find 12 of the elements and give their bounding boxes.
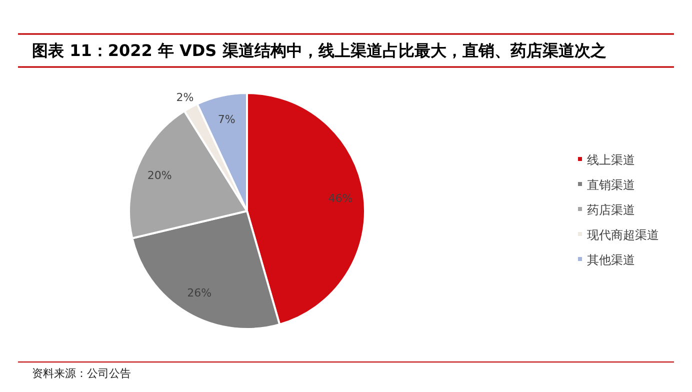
text: 资料来源：公司公告: [32, 367, 131, 380]
legend-label: 现代商超渠道: [587, 228, 659, 242]
legend-label: 线上渠道: [587, 153, 635, 167]
legend-label: 药店渠道: [587, 203, 635, 217]
data-label: 26%: [187, 286, 212, 300]
data-label: 7%: [218, 112, 236, 126]
chart-title: 图表 11：2022 年 VDS 渠道结构中，线上渠道占比最大，直销、药店渠道次之: [32, 41, 606, 60]
data-label: 20%: [147, 169, 172, 182]
legend-label: 其他渠道: [587, 253, 635, 267]
legend-label: 直销渠道: [587, 178, 635, 192]
data-label: 2%: [176, 90, 194, 104]
data-label: 46%: [328, 192, 353, 205]
